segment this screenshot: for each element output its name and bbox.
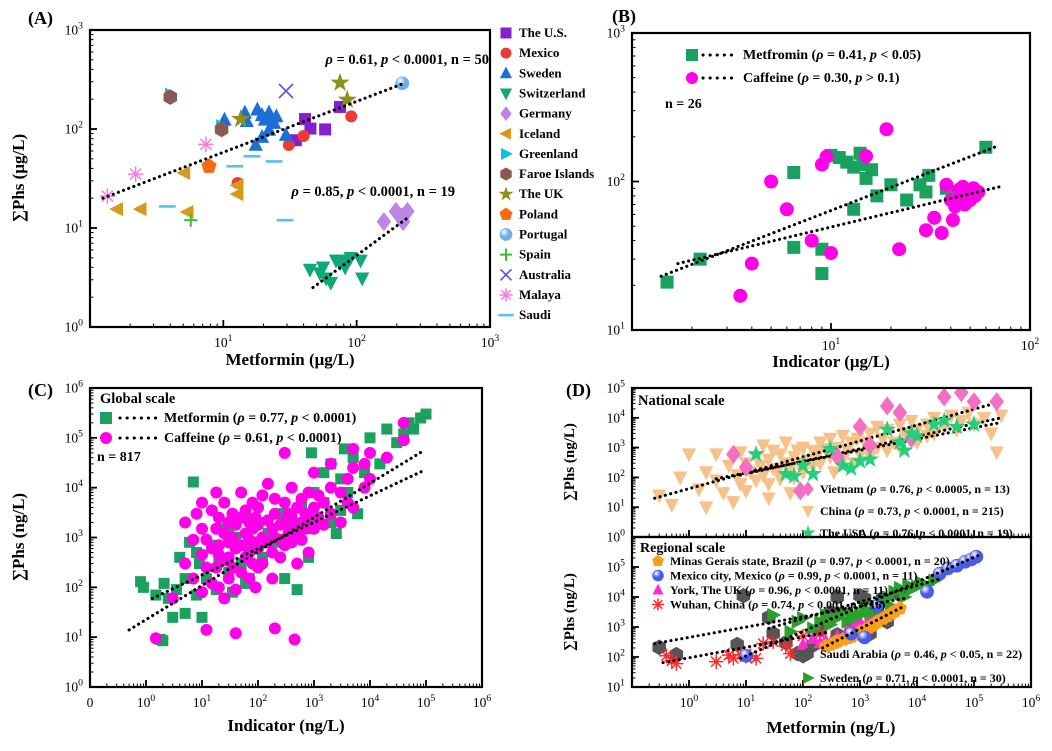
svg-text:Iceland: Iceland bbox=[519, 126, 561, 141]
svg-text:Caffeine (ρ = 0.30, p > 0.1): Caffeine (ρ = 0.30, p > 0.1) bbox=[743, 71, 900, 86]
svg-text:Poland: Poland bbox=[519, 206, 559, 221]
svg-text:101: 101 bbox=[737, 693, 756, 710]
svg-text:100: 100 bbox=[607, 527, 626, 544]
svg-text:Metfromin (ρ = 0.41, p < 0.05): Metfromin (ρ = 0.41, p < 0.05) bbox=[743, 48, 921, 63]
svg-text:100: 100 bbox=[65, 317, 84, 334]
svg-text:Metformin (μg/L): Metformin (μg/L) bbox=[225, 350, 354, 369]
svg-text:Global scale: Global scale bbox=[100, 391, 176, 407]
svg-text:Spain: Spain bbox=[519, 247, 552, 262]
svg-text:n = 26: n = 26 bbox=[665, 97, 702, 112]
svg-text:105: 105 bbox=[607, 557, 626, 574]
svg-text:103: 103 bbox=[607, 617, 626, 634]
svg-text:101: 101 bbox=[607, 677, 626, 694]
svg-text:101: 101 bbox=[65, 628, 84, 645]
panel-b-chart: 101 102 101 102 103 Indicator (μg/L) Metfromin… bbox=[607, 23, 1040, 371]
svg-text:105: 105 bbox=[965, 693, 984, 710]
svg-text:101: 101 bbox=[65, 218, 84, 235]
svg-text:101: 101 bbox=[822, 336, 841, 353]
svg-text:Greenland: Greenland bbox=[519, 146, 579, 161]
svg-text:102: 102 bbox=[1021, 336, 1040, 353]
panel-a-chart: 101 102 103 100 101 102 103 Metformin (μg/L) ∑Ph… bbox=[9, 20, 594, 369]
svg-text:106: 106 bbox=[1022, 693, 1041, 710]
svg-text:103: 103 bbox=[305, 693, 324, 710]
svg-text:101: 101 bbox=[607, 320, 626, 337]
svg-text:104: 104 bbox=[607, 408, 626, 425]
svg-text:105: 105 bbox=[607, 378, 626, 395]
svg-text:Metformin (ρ = 0.77, p < 0.000: Metformin (ρ = 0.77, p < 0.0001) bbox=[164, 411, 357, 426]
panel-d-label: (D) bbox=[566, 380, 591, 400]
svg-text:102: 102 bbox=[607, 172, 626, 189]
svg-text:Vietnam (ρ = 0.76, p < 0.0005,: Vietnam (ρ = 0.76, p < 0.0005, n = 13) bbox=[820, 482, 1010, 496]
svg-text:The UK: The UK bbox=[519, 186, 564, 201]
svg-text:106: 106 bbox=[473, 693, 492, 710]
svg-text:106: 106 bbox=[65, 378, 84, 395]
svg-text:Germany: Germany bbox=[519, 106, 572, 121]
svg-text:∑Phs (μg/L): ∑Phs (μg/L) bbox=[9, 134, 28, 222]
svg-text:103: 103 bbox=[65, 20, 84, 37]
svg-text:102: 102 bbox=[347, 333, 366, 350]
svg-text:Caffeine (ρ = 0.61, p < 0.000: Caffeine (ρ = 0.61, p < 0.0001) bbox=[164, 431, 342, 446]
svg-text:104: 104 bbox=[361, 693, 380, 710]
svg-text:Sweden (ρ = 0.71, p < 0.0001,: Sweden (ρ = 0.71, p < 0.0001, n = 30) bbox=[820, 671, 1006, 685]
svg-text:Switzerland: Switzerland bbox=[519, 85, 586, 100]
svg-text:0: 0 bbox=[87, 695, 94, 710]
panel-b-label: (B) bbox=[612, 6, 636, 26]
svg-text:Faroe Islands: Faroe Islands bbox=[519, 166, 594, 181]
panel-d-chart: 100 101 102 103 104 105 ∑Phs (ng/L) Vietnam (ρ … bbox=[562, 378, 1041, 737]
svg-text:The U.S.: The U.S. bbox=[519, 25, 567, 40]
svg-text:104: 104 bbox=[908, 693, 927, 710]
svg-text:Saudi Arabia (ρ = 0.46, p < 0.: Saudi Arabia (ρ = 0.46, p < 0.05, n = 22… bbox=[820, 647, 1022, 661]
svg-text:Mexico city, Mexico (ρ = 0.99,: Mexico city, Mexico (ρ = 0.99, p < 0.000… bbox=[670, 569, 917, 583]
svg-text:102: 102 bbox=[607, 468, 626, 485]
svg-text:102: 102 bbox=[65, 578, 84, 595]
svg-text:Mexico: Mexico bbox=[519, 45, 559, 60]
svg-text:102: 102 bbox=[65, 119, 84, 136]
svg-text:105: 105 bbox=[417, 693, 436, 710]
svg-text:104: 104 bbox=[607, 587, 626, 604]
svg-text:100: 100 bbox=[137, 693, 156, 710]
svg-text:Regional scale: Regional scale bbox=[640, 541, 725, 556]
svg-text:102: 102 bbox=[249, 693, 268, 710]
svg-text:100: 100 bbox=[65, 677, 84, 694]
svg-text:103: 103 bbox=[851, 693, 870, 710]
svg-text:Metformin (ng/L): Metformin (ng/L) bbox=[767, 718, 896, 737]
panel-a-label: (A) bbox=[28, 8, 53, 28]
svg-text:101: 101 bbox=[607, 498, 626, 515]
svg-text:Minas Gerais state, Brazil (ρ: Minas Gerais state, Brazil (ρ = 0.97, p … bbox=[670, 554, 950, 568]
svg-text:Indicator (μg/L): Indicator (μg/L) bbox=[772, 352, 889, 371]
panel-c-label: (C) bbox=[28, 380, 53, 400]
svg-text:Australia: Australia bbox=[519, 267, 572, 282]
svg-text:Portugal: Portugal bbox=[519, 227, 568, 242]
svg-text:101: 101 bbox=[214, 333, 233, 350]
svg-text:Malaya: Malaya bbox=[519, 287, 561, 302]
svg-text:103: 103 bbox=[65, 528, 84, 545]
svg-text:104: 104 bbox=[65, 478, 84, 495]
svg-text:103: 103 bbox=[607, 23, 626, 40]
svg-text:102: 102 bbox=[607, 647, 626, 664]
svg-text:∑Phs (ng/L): ∑Phs (ng/L) bbox=[562, 573, 578, 651]
svg-text:Indicator (ng/L): Indicator (ng/L) bbox=[227, 716, 344, 735]
svg-text:105: 105 bbox=[65, 428, 84, 445]
svg-text:∑Phs (ng/L): ∑Phs (ng/L) bbox=[9, 493, 28, 581]
svg-text:York, The UK (ρ = 0.96, p < 0.: York, The UK (ρ = 0.96, p < 0.0001, n = … bbox=[670, 583, 888, 597]
svg-text:China (ρ = 0.73, p < 0.0001, n: China (ρ = 0.73, p < 0.0001, n = 215) bbox=[820, 504, 1004, 518]
svg-text:101: 101 bbox=[193, 693, 212, 710]
svg-text:Sweden: Sweden bbox=[519, 65, 562, 80]
panel-c-chart: 0 100 101 102 103 104 105 106100101102103104105… bbox=[9, 378, 492, 735]
svg-text:102: 102 bbox=[794, 693, 813, 710]
svg-text:Saudi: Saudi bbox=[519, 307, 551, 322]
svg-text:103: 103 bbox=[607, 438, 626, 455]
svg-text:Wuhan, China (ρ = 0.74, p < 0.: Wuhan, China (ρ = 0.74, p < 0.001, n = 1… bbox=[670, 598, 886, 612]
svg-text:103: 103 bbox=[481, 333, 500, 350]
svg-text:ρ = 0.61, p < 0.0001, n = 50: ρ = 0.61, p < 0.0001, n = 50 bbox=[324, 52, 489, 68]
svg-text:n = 817: n = 817 bbox=[97, 450, 141, 465]
svg-text:National scale: National scale bbox=[638, 393, 725, 409]
svg-text:∑Phs (ng/L): ∑Phs (ng/L) bbox=[562, 423, 578, 501]
svg-text:100: 100 bbox=[680, 693, 699, 710]
svg-text:ρ = 0.85, p < 0.0001, n = 19: ρ = 0.85, p < 0.0001, n = 19 bbox=[290, 184, 455, 200]
